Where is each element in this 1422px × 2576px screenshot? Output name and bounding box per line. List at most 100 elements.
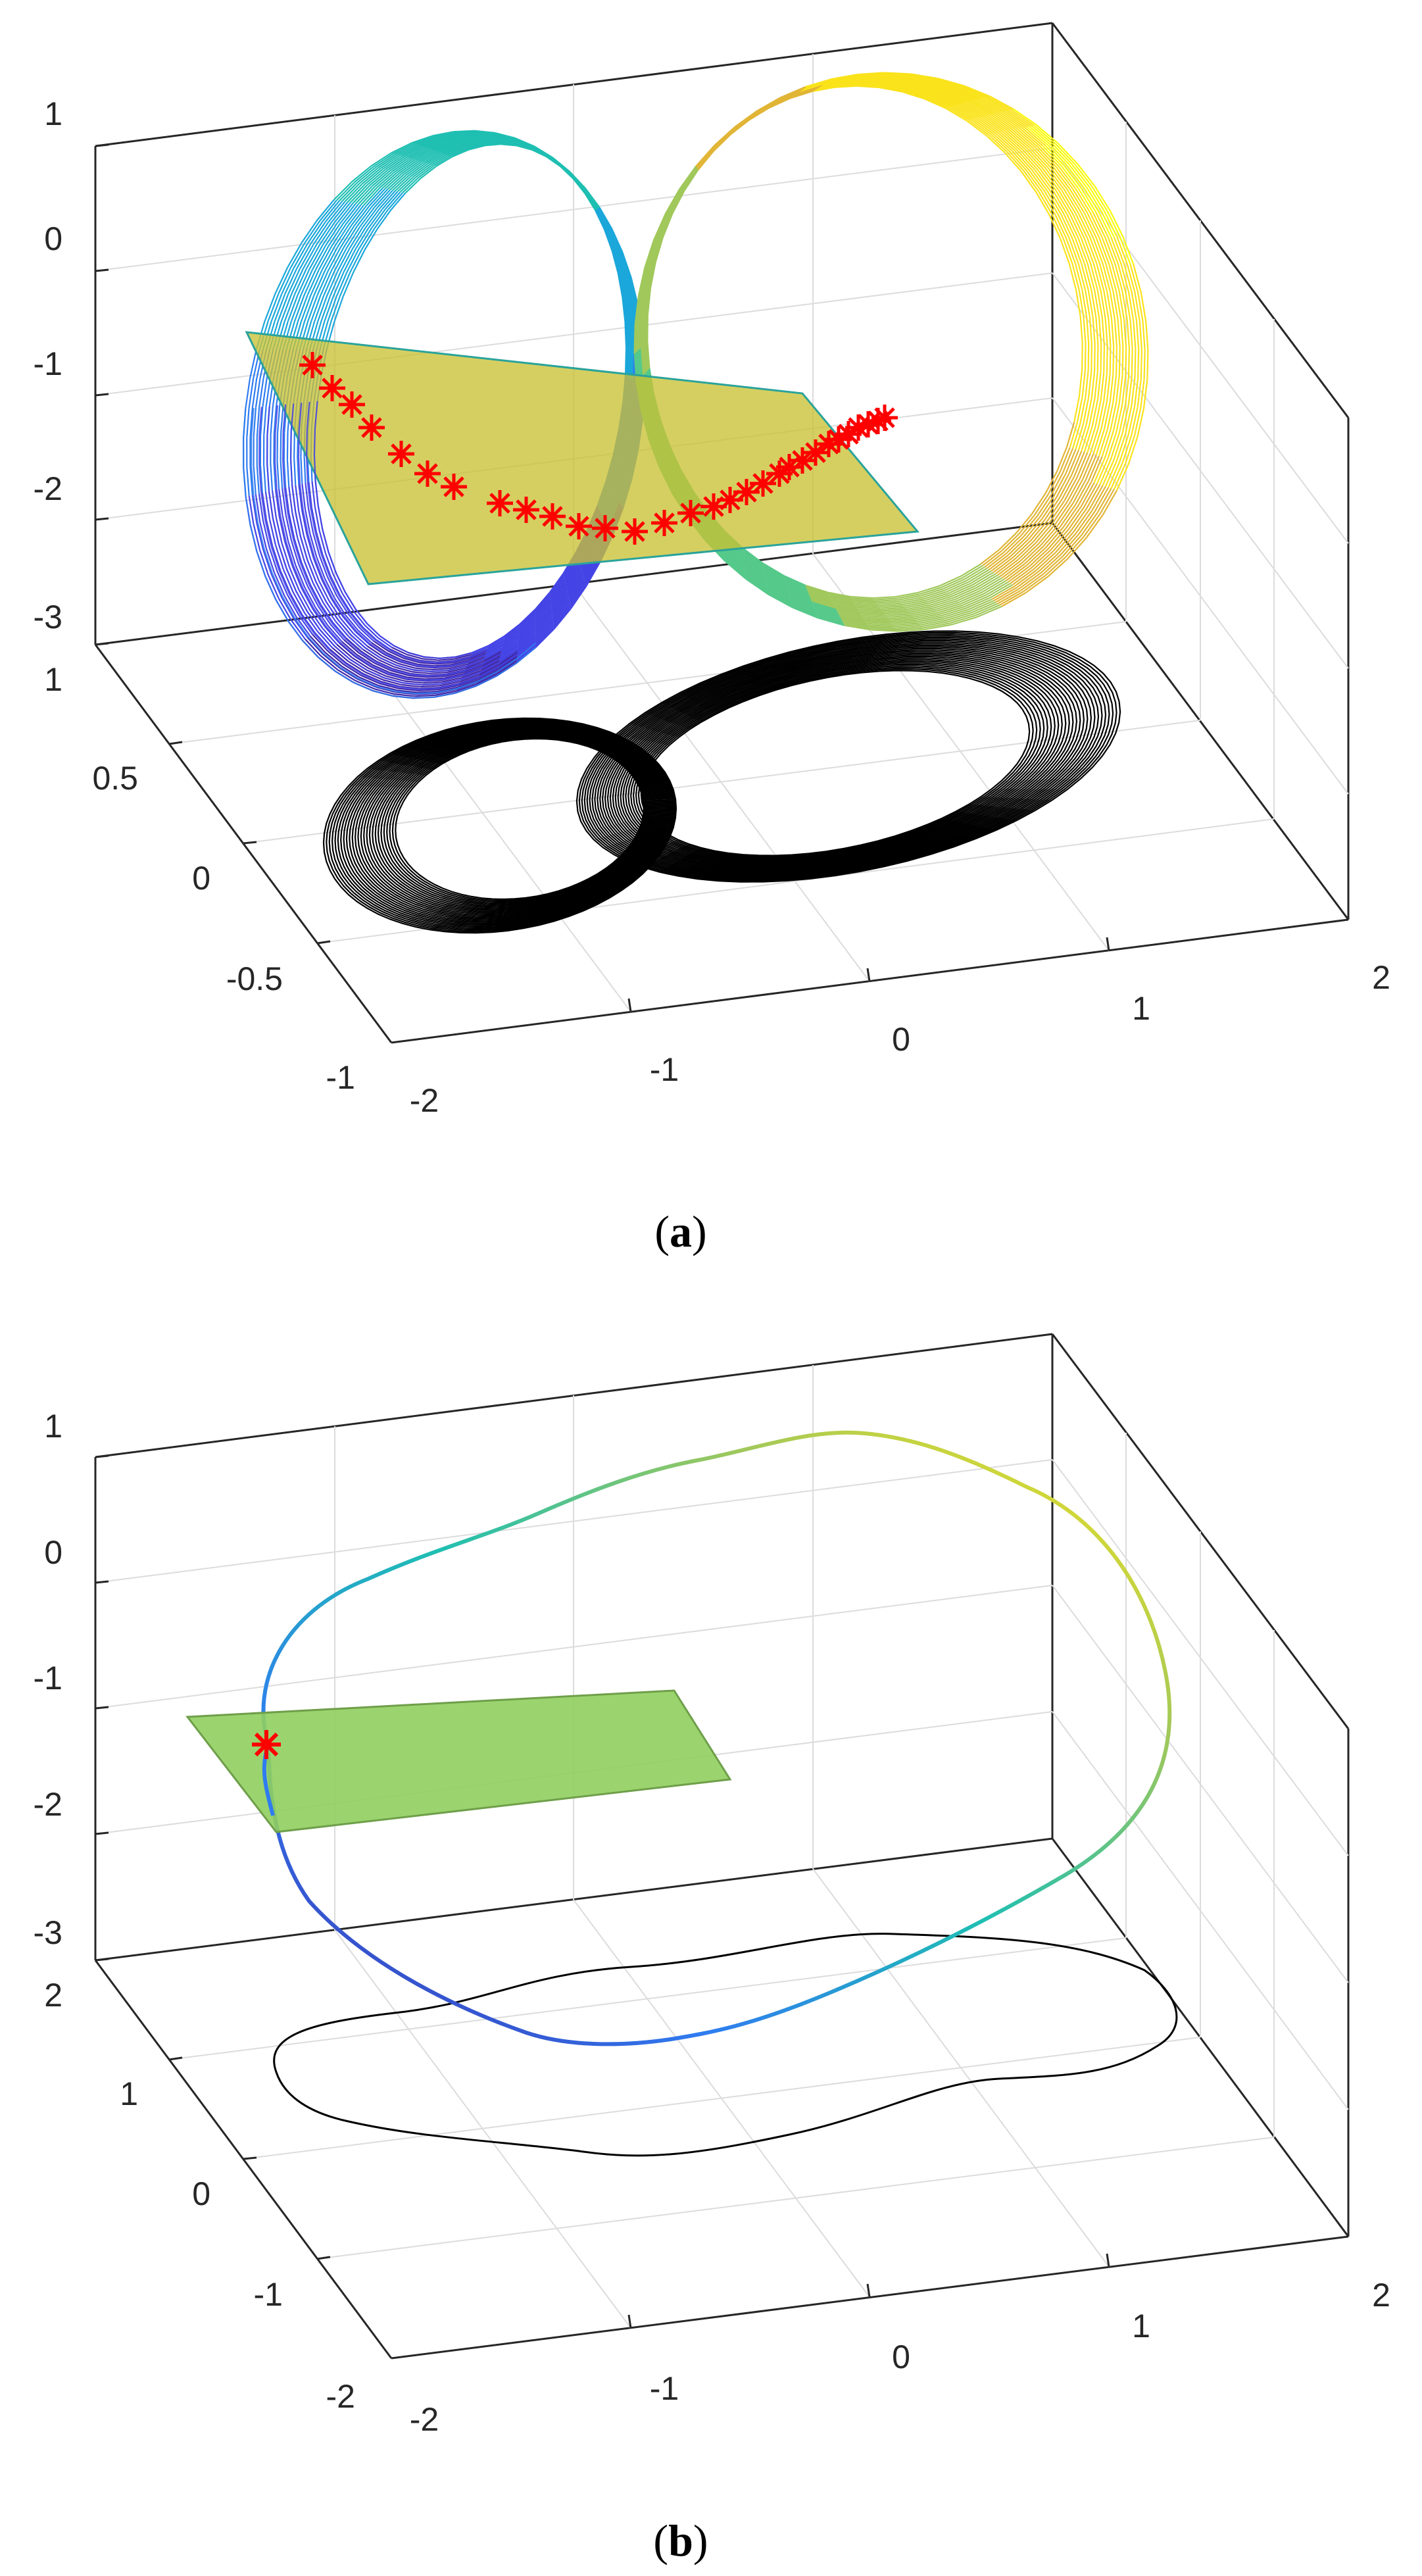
trajectory-segment xyxy=(724,550,746,570)
trajectory-segment xyxy=(420,685,441,688)
trajectory-segment xyxy=(1099,263,1108,291)
trajectory-segment xyxy=(806,587,829,597)
trajectory-segment xyxy=(1108,318,1112,347)
trajectory-segment xyxy=(949,614,975,624)
trajectory-segment xyxy=(444,673,464,679)
z-tick-a-2: 0 xyxy=(44,220,62,257)
trajectory-segment xyxy=(894,624,921,628)
trajectory-segment xyxy=(887,614,913,618)
trajectory-segment xyxy=(1037,146,1057,168)
trajectory-segment xyxy=(298,484,303,510)
projection-loop xyxy=(637,668,1034,858)
trajectory-segment xyxy=(1039,495,1055,518)
trajectory-segment xyxy=(345,204,362,225)
trajectory-segment xyxy=(456,140,475,146)
trajectory-segment xyxy=(416,150,435,162)
trajectory-segment xyxy=(1137,349,1140,378)
trajectory-segment xyxy=(395,143,416,155)
trajectory-segment xyxy=(1097,401,1105,428)
trajectory-segment xyxy=(1126,264,1136,293)
trajectory-segment xyxy=(831,599,856,606)
trajectory-segment xyxy=(763,566,785,580)
trajectory-segment xyxy=(282,515,289,541)
trajectory-segment xyxy=(329,271,342,297)
trajectory-segment xyxy=(316,199,335,221)
trajectory-segment xyxy=(483,143,500,146)
trajectory-segment xyxy=(354,655,372,668)
trajectory-segment xyxy=(417,165,435,179)
trajectory-segment xyxy=(1092,428,1102,455)
trajectory-segment xyxy=(285,487,290,514)
trajectory-segment xyxy=(410,148,429,160)
trajectory-segment xyxy=(337,248,351,272)
trajectory-segment xyxy=(1040,554,1062,574)
trajectory-segment xyxy=(1069,188,1085,213)
trajectory-segment xyxy=(290,294,302,322)
trajectory-segment xyxy=(993,133,1013,152)
trajectory-segment xyxy=(287,268,301,295)
trajectory-segment xyxy=(1099,489,1115,514)
trajectory-segment xyxy=(927,82,954,91)
trajectory-segment xyxy=(503,625,521,639)
trajectory-segment xyxy=(765,576,789,590)
trajectory-segment xyxy=(1131,378,1136,407)
trajectory-segment xyxy=(971,601,996,614)
trajectory-segment xyxy=(1109,346,1112,374)
trajectory-segment xyxy=(946,581,969,593)
trajectory-segment xyxy=(1103,401,1111,430)
trajectory-segment xyxy=(1060,504,1077,527)
trajectory-segment xyxy=(970,118,992,136)
trajectory-segment xyxy=(1083,426,1093,453)
trajectory-segment xyxy=(386,675,405,682)
trajectory-segment xyxy=(893,81,918,87)
trajectory-segment xyxy=(357,186,376,205)
trajectory-segment xyxy=(417,137,439,146)
trajectory-segment xyxy=(401,659,418,665)
trajectory-segment xyxy=(1038,191,1053,215)
trajectory-segment xyxy=(324,553,334,575)
trajectory-segment xyxy=(997,559,1018,576)
trajectory-segment xyxy=(1026,126,1048,146)
trajectory-segment xyxy=(389,157,409,172)
trajectory-segment xyxy=(1032,147,1052,168)
y-tick-a-3: 0 xyxy=(192,860,210,897)
trajectory-segment xyxy=(968,598,993,610)
trajectory-segment xyxy=(290,619,306,640)
trajectory-segment xyxy=(310,270,323,296)
x-tick-b-5: 2 xyxy=(1372,2277,1390,2314)
trajectory-segment xyxy=(1066,422,1075,447)
trajectory-segment xyxy=(358,652,376,664)
y-tick-a-4: -0.5 xyxy=(226,960,283,997)
trajectory-segment xyxy=(1064,189,1079,214)
projection-loop xyxy=(622,658,1056,864)
trajectory-segment xyxy=(430,141,451,151)
trajectory-segment xyxy=(850,595,873,599)
trajectory-segment xyxy=(1035,551,1056,571)
trajectory-segment xyxy=(1042,168,1060,191)
trajectory-segment xyxy=(306,637,324,655)
trajectory-segment xyxy=(916,86,940,95)
trajectory-segment xyxy=(300,269,314,295)
trajectory-segment xyxy=(1025,518,1043,539)
trajectory-segment xyxy=(1012,129,1033,149)
trajectory-segment xyxy=(1056,446,1068,472)
trajectory-segment xyxy=(811,600,836,609)
trajectory-segment xyxy=(297,295,308,322)
trajectory-segment xyxy=(343,249,356,272)
trajectory-segment xyxy=(1133,378,1139,407)
trajectory-segment xyxy=(837,610,862,616)
trajectory-segment xyxy=(1131,407,1139,436)
trajectory-segment xyxy=(1050,472,1064,496)
trajectory-segment xyxy=(743,555,765,572)
trajectory-segment xyxy=(783,576,806,588)
trajectory-segment xyxy=(330,201,349,223)
trajectory-segment xyxy=(1065,449,1077,474)
trajectory-segment xyxy=(896,627,923,631)
trajectory-segment xyxy=(437,133,458,139)
trajectory-segment xyxy=(1067,507,1085,530)
trajectory-segment xyxy=(1104,211,1118,237)
trajectory-segment xyxy=(376,209,392,230)
trajectory-segment xyxy=(349,226,364,249)
trajectory-segment xyxy=(968,101,992,116)
trajectory-segment xyxy=(389,672,408,678)
